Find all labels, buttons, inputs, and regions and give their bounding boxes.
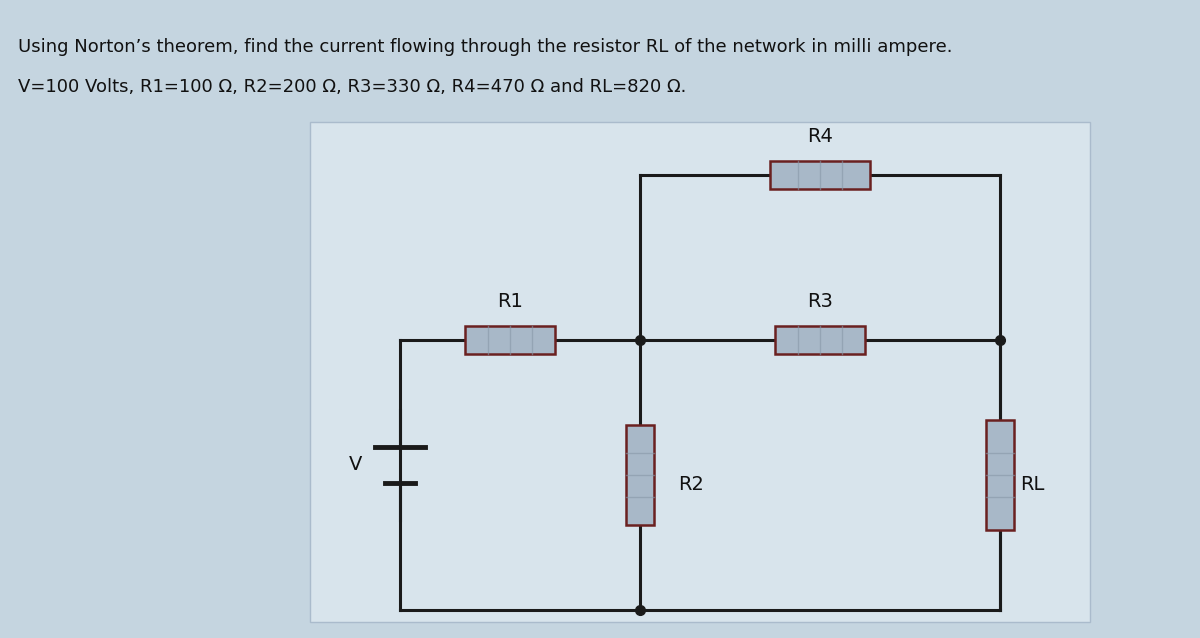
Bar <box>626 425 654 525</box>
Text: V: V <box>349 456 362 475</box>
Bar <box>775 326 865 354</box>
Bar <box>986 420 1014 530</box>
Text: R3: R3 <box>808 292 833 311</box>
Bar <box>466 326 554 354</box>
Text: Using Norton’s theorem, find the current flowing through the resistor RL of the : Using Norton’s theorem, find the current… <box>18 38 953 56</box>
Text: RL: RL <box>1020 475 1044 494</box>
Text: R4: R4 <box>808 127 833 146</box>
Bar <box>310 122 1090 622</box>
Text: V=100 Volts, R1=100 Ω, R2=200 Ω, R3=330 Ω, R4=470 Ω and RL=820 Ω.: V=100 Volts, R1=100 Ω, R2=200 Ω, R3=330 … <box>18 78 686 96</box>
Text: R2: R2 <box>678 475 704 494</box>
Text: R1: R1 <box>497 292 523 311</box>
Bar <box>770 161 870 189</box>
